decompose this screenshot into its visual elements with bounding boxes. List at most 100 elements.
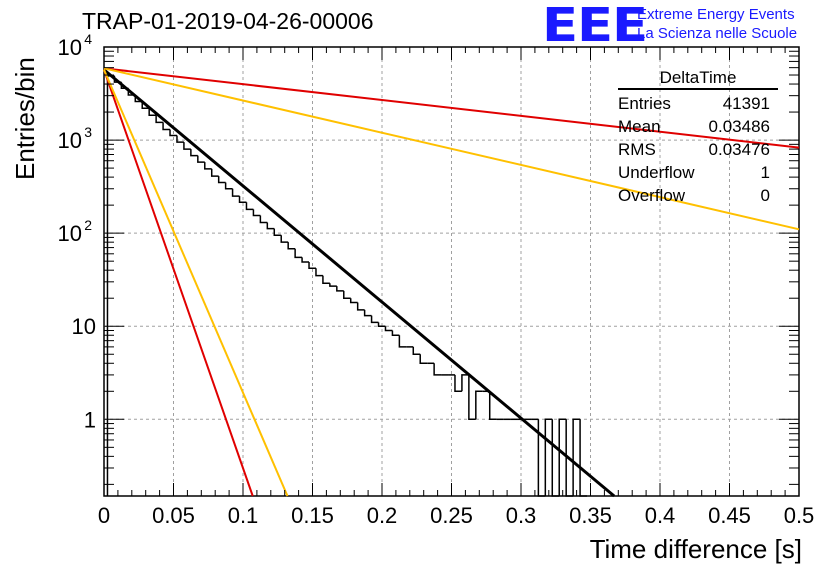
x-tick-label: 0.3 — [506, 503, 537, 528]
x-tick-label: 0.35 — [569, 503, 612, 528]
histogram-bin — [204, 162, 212, 170]
chart-title: TRAP-01-2019-04-26-00006 — [82, 8, 374, 34]
histogram-bin — [183, 142, 191, 150]
fit-line — [103, 67, 800, 231]
stats-row: Entries 41391 — [612, 92, 778, 115]
stats-row: RMS 0.03476 — [612, 138, 778, 161]
stats-label: Underflow — [618, 163, 695, 182]
stats-row: Mean 0.03486 — [612, 115, 778, 138]
x-tick-label: 0.45 — [708, 503, 751, 528]
histogram-bin — [412, 346, 421, 356]
x-tick-label: 0.05 — [152, 503, 195, 528]
eee-logo: EEE Extreme Energy Events La Scienza nel… — [542, 2, 797, 48]
y-tick-label: 10 — [58, 221, 82, 246]
y-axis-label: Entries/bin — [10, 57, 40, 180]
histogram-bin — [273, 228, 282, 236]
y-tick-exponent: 3 — [84, 124, 92, 140]
histogram-bin — [343, 290, 351, 299]
stats-row: Underflow 1 — [612, 161, 778, 184]
histogram-bin — [176, 135, 184, 143]
stats-value: 0.03486 — [708, 117, 770, 136]
histogram-bin — [287, 242, 296, 250]
x-tick-label: 0.2 — [367, 503, 398, 528]
x-axis-label: Time difference [s] — [589, 534, 802, 564]
histogram-bin — [363, 309, 372, 317]
stats-row: Overflow 0 — [612, 184, 778, 207]
grid-lines — [104, 47, 799, 496]
histogram-bin — [266, 222, 275, 230]
histogram-bin — [356, 302, 365, 311]
histogram-bin — [231, 188, 240, 197]
histogram-bin — [169, 129, 177, 137]
histogram-bin — [301, 257, 310, 263]
histogram-bin — [537, 419, 546, 497]
logo-line-2: La Scienza nelle Scuole — [637, 25, 798, 42]
x-tick-label: 0.5 — [784, 503, 815, 528]
histogram-bin — [322, 275, 330, 284]
y-axis-label-wrap: Entries/bin — [4, 57, 40, 190]
histogram-bin — [217, 176, 226, 184]
histogram-bin — [315, 268, 323, 277]
histogram-bin — [454, 374, 462, 393]
logo-mark: EEE — [542, 0, 648, 52]
histogram-bin — [544, 418, 553, 496]
histogram-bin — [398, 335, 407, 348]
fit-line — [103, 69, 254, 497]
stats-label: RMS — [618, 140, 656, 159]
histogram-bin — [294, 248, 303, 259]
stats-box: DeltaTime Entries 41391 Mean 0.03486 RMS 0.… — [612, 68, 778, 207]
fit-line — [103, 68, 616, 498]
x-tick-label: 0.4 — [645, 503, 676, 528]
fit-line — [103, 67, 800, 149]
histogram-bin — [391, 330, 400, 337]
histogram-bin — [558, 418, 567, 496]
y-tick-label: 10 — [58, 128, 82, 153]
y-tick-label: 1 — [84, 407, 96, 432]
histogram-bin — [370, 315, 379, 324]
x-tick-label: 0.25 — [430, 503, 473, 528]
histogram-bin — [349, 298, 358, 304]
stats-value: 0 — [760, 186, 770, 205]
histogram-bin — [106, 75, 115, 496]
fit-line — [103, 69, 289, 497]
histogram-bin — [336, 286, 344, 292]
x-tick-label: 0.1 — [228, 503, 259, 528]
histogram-bin — [579, 419, 588, 497]
histogram-bin — [377, 322, 386, 327]
histogram-bin — [141, 101, 150, 109]
histogram-bin — [259, 215, 268, 224]
histogram-bin — [155, 115, 164, 124]
stats-value: 0.03476 — [708, 140, 770, 159]
x-tick-label: 0 — [98, 503, 110, 528]
histogram-bin — [148, 108, 157, 116]
histogram-bin — [461, 374, 469, 392]
histogram-bin — [565, 419, 574, 497]
histogram-bin — [245, 202, 254, 211]
histogram-bin — [308, 261, 316, 269]
histogram-bin — [280, 235, 289, 243]
histogram-bin — [162, 122, 171, 131]
histogram-bin — [419, 354, 428, 365]
logo-text: Extreme Energy Events La Scienza nelle S… — [637, 5, 797, 43]
x-tick-label: 0.15 — [291, 503, 334, 528]
y-tick-label: 10 — [58, 35, 82, 60]
histogram-bin — [572, 418, 581, 496]
stats-label: Mean — [618, 117, 661, 136]
x-axis: 0 0.05 0.1 0.15 0.2 0.25 0.3 0.35 0.4 0.45 0.5 — [98, 47, 814, 528]
histogram-bin — [238, 196, 247, 203]
histogram-bin — [384, 326, 393, 332]
histogram-bin — [551, 419, 560, 497]
histogram-bin — [488, 391, 497, 421]
fit-lines — [103, 67, 800, 498]
y-tick-label: 10 — [72, 314, 96, 339]
stats-value: 41391 — [722, 94, 770, 113]
histogram-bin — [475, 390, 483, 420]
logo-line-1: Extreme Energy Events — [637, 6, 795, 23]
stats-label: Entries — [618, 94, 671, 113]
histogram-bin — [468, 374, 476, 421]
y-tick-exponent: 2 — [84, 217, 92, 233]
histogram-bin — [252, 209, 261, 217]
histogram-bin — [210, 168, 219, 177]
